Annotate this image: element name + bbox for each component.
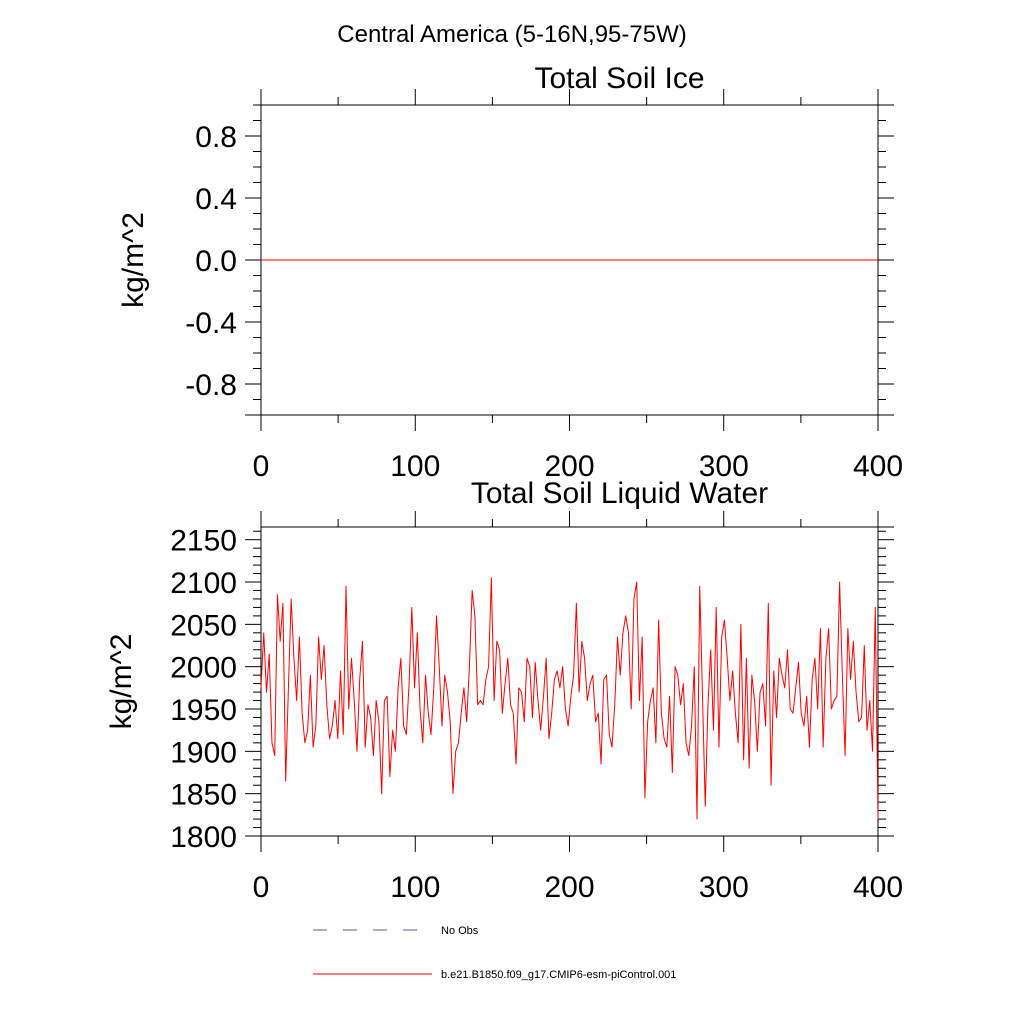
panel-title: Total Soil Ice xyxy=(534,62,704,95)
y-tick-label: -0.8 xyxy=(185,369,237,402)
y-tick-label: 2000 xyxy=(170,652,237,685)
x-tick-label: 0 xyxy=(253,450,270,483)
panel-title: Total Soil Liquid Water xyxy=(471,477,768,510)
legend: No Obs b.e21.B1850.f09_g17.CMIP6-esm-piC… xyxy=(313,925,676,981)
y-tick-label: 1900 xyxy=(170,736,237,769)
x-tick-label: 400 xyxy=(853,450,903,483)
panel-total-soil-liquid-water: Total Soil Liquid Water kg/m^2 1800 1850 190… xyxy=(105,477,903,904)
y-tick-label: 0.8 xyxy=(195,121,237,154)
legend-model-label: b.e21.B1850.f09_g17.CMIP6-esm-piControl.… xyxy=(441,969,676,981)
x-tick-label: 400 xyxy=(853,871,903,904)
y-tick-label: 0.4 xyxy=(195,183,237,216)
x-tick-label: 0 xyxy=(253,871,270,904)
x-tick-label: 300 xyxy=(699,450,749,483)
y-tick-label: 2100 xyxy=(170,567,237,600)
series-line xyxy=(260,577,879,820)
x-tick-label: 200 xyxy=(544,871,594,904)
legend-obs-label: No Obs xyxy=(441,925,479,937)
x-tick-label: 100 xyxy=(390,871,440,904)
panel-total-soil-ice: Total Soil Ice kg/m^2 -0.8 -0.4 0.0 0.4 0.8 0 10… xyxy=(117,62,903,483)
y-tick-label: -0.4 xyxy=(185,307,237,340)
y-axis-label: kg/m^2 xyxy=(105,634,138,730)
x-tick-label: 200 xyxy=(544,450,594,483)
y-tick-label: 2150 xyxy=(170,525,237,558)
y-tick-label: 2050 xyxy=(170,609,237,642)
x-tick-label: 300 xyxy=(699,871,749,904)
y-tick-label: 1850 xyxy=(170,779,237,812)
y-tick-label: 1950 xyxy=(170,694,237,727)
figure-suptitle: Central America (5-16N,95-75W) xyxy=(337,21,686,48)
x-tick-label: 100 xyxy=(390,450,440,483)
y-tick-label: 0.0 xyxy=(195,245,237,278)
y-tick-label: 1800 xyxy=(170,821,237,854)
y-axis-label: kg/m^2 xyxy=(117,212,150,308)
